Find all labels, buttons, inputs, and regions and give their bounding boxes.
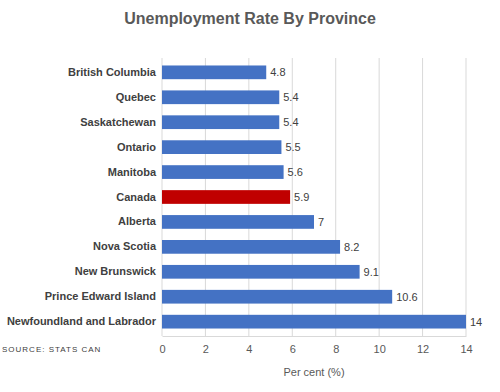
data-label: 5.6 xyxy=(288,166,303,178)
y-tick: Quebec xyxy=(116,91,162,103)
x-tick: 8 xyxy=(333,336,339,355)
bar xyxy=(162,215,314,229)
x-axis-line xyxy=(163,336,467,337)
y-tick-label: Nova Scotia xyxy=(93,240,157,252)
y-tick: New Brunswick xyxy=(75,265,162,277)
x-tick-label: 8 xyxy=(333,343,339,355)
y-tick: Canada xyxy=(116,191,162,203)
data-label: 14 xyxy=(470,316,482,328)
title: Unemployment Rate By Province xyxy=(124,10,376,27)
bar xyxy=(162,265,360,279)
y-tick-label: Ontario xyxy=(117,141,156,153)
bar xyxy=(162,190,290,204)
x-tick: 2 xyxy=(203,336,209,355)
y-tick: Manitoba xyxy=(108,166,162,178)
grid-line xyxy=(422,58,423,336)
y-axis: British Columbia Quebec Saskatchewan Ontari… xyxy=(7,66,162,327)
x-tick: 4 xyxy=(246,336,252,355)
y-tick: Newfoundland and Labrador xyxy=(7,315,162,327)
x-tick: 0 xyxy=(159,336,165,355)
x-tick-label: 12 xyxy=(417,343,429,355)
y-tick: Ontario xyxy=(117,141,162,153)
y-tick: Alberta xyxy=(118,215,162,227)
bar xyxy=(162,65,266,79)
data-label: 5.5 xyxy=(285,141,300,153)
source-note: SOURCE: STATS CAN xyxy=(2,345,101,354)
x-tick-label: 14 xyxy=(460,343,472,355)
data-label: 9.1 xyxy=(364,266,379,278)
bar xyxy=(162,90,279,104)
x-axis: 0 2 4 6 8 10 12 14 xyxy=(159,336,472,355)
x-tick: 12 xyxy=(417,336,429,355)
data-label: 10.6 xyxy=(396,291,417,303)
data-label: 8.2 xyxy=(344,241,359,253)
data-labels: 4.8 5.4 5.4 5.5 5.6 5.9 7 8.2 9.1 10.6 14 xyxy=(270,66,482,327)
y-tick-label: Quebec xyxy=(116,91,156,103)
grid-line xyxy=(466,58,467,336)
data-label: 5.9 xyxy=(294,191,309,203)
y-tick-label: Saskatchewan xyxy=(80,116,156,128)
chart: Unemployment Rate By Province 0 2 4 6 8 10 12 14… xyxy=(0,0,500,392)
y-tick: Nova Scotia xyxy=(93,240,162,252)
data-label: 5.4 xyxy=(283,91,298,103)
x-tick-label: 4 xyxy=(246,343,252,355)
x-tick-label: 0 xyxy=(159,343,165,355)
y-tick: Saskatchewan xyxy=(80,116,162,128)
data-label: 5.4 xyxy=(283,116,298,128)
x-axis-title: Per cent (%) xyxy=(283,366,344,378)
y-tick-label: New Brunswick xyxy=(75,265,157,277)
y-tick-label: Canada xyxy=(116,191,157,203)
bar xyxy=(162,290,392,304)
bar xyxy=(162,165,284,179)
y-tick-label: Alberta xyxy=(118,215,157,227)
y-tick: British Columbia xyxy=(68,66,162,78)
bar xyxy=(162,140,281,154)
y-tick-label: Newfoundland and Labrador xyxy=(7,315,157,327)
y-tick-label: Prince Edward Island xyxy=(45,290,156,302)
bar xyxy=(162,240,340,254)
y-tick-label: British Columbia xyxy=(68,66,157,78)
grid xyxy=(162,58,466,336)
x-tick-label: 2 xyxy=(203,343,209,355)
x-tick: 6 xyxy=(290,336,296,355)
x-tick: 10 xyxy=(374,336,386,355)
data-label: 7 xyxy=(318,216,324,228)
bar xyxy=(162,315,466,329)
y-tick: Prince Edward Island xyxy=(45,290,162,302)
x-tick-label: 10 xyxy=(374,343,386,355)
y-tick-label: Manitoba xyxy=(108,166,157,178)
bars xyxy=(162,65,466,328)
x-tick: 14 xyxy=(460,336,472,355)
bar xyxy=(162,115,279,129)
x-tick-label: 6 xyxy=(290,343,296,355)
data-label: 4.8 xyxy=(270,66,285,78)
